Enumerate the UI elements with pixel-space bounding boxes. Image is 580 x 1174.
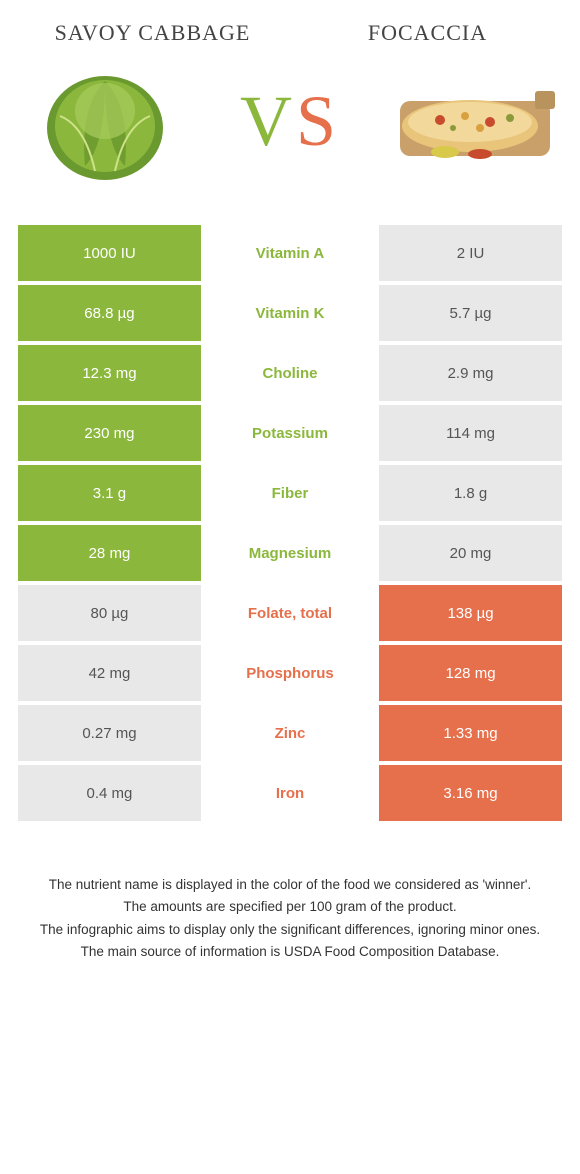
left-value: 12.3 mg [18,345,201,401]
nutrient-label: Potassium [204,405,376,461]
nutrient-table: 1000 IUVitamin A2 IU68.8 µgVitamin K5.7 … [15,221,565,825]
nutrient-label: Phosphorus [204,645,376,701]
nutrient-label: Choline [204,345,376,401]
right-value: 138 µg [379,585,562,641]
footnotes: The nutrient name is displayed in the co… [15,875,565,962]
vs-label: VS [240,80,340,163]
nutrient-label: Vitamin K [204,285,376,341]
table-row: 68.8 µgVitamin K5.7 µg [18,285,562,341]
left-value: 28 mg [18,525,201,581]
vs-s: S [296,81,340,161]
left-value: 68.8 µg [18,285,201,341]
images-row: VS [15,56,565,186]
right-food-title: Focaccia [290,20,565,46]
left-food-title: Savoy cabbage [15,20,290,46]
nutrient-label: Iron [204,765,376,821]
focaccia-icon [385,56,565,186]
footnote-line: The infographic aims to display only the… [35,920,545,940]
left-value: 80 µg [18,585,201,641]
table-row: 3.1 gFiber1.8 g [18,465,562,521]
footnote-line: The nutrient name is displayed in the co… [35,875,545,895]
cabbage-icon [15,56,195,186]
left-value: 42 mg [18,645,201,701]
right-value: 114 mg [379,405,562,461]
right-value: 3.16 mg [379,765,562,821]
table-row: 28 mgMagnesium20 mg [18,525,562,581]
right-value: 128 mg [379,645,562,701]
nutrient-label: Fiber [204,465,376,521]
nutrient-label: Folate, total [204,585,376,641]
table-row: 12.3 mgCholine2.9 mg [18,345,562,401]
left-value: 1000 IU [18,225,201,281]
table-row: 0.4 mgIron3.16 mg [18,765,562,821]
table-row: 230 mgPotassium114 mg [18,405,562,461]
header-titles: Savoy cabbage Focaccia [15,20,565,46]
right-value: 1.8 g [379,465,562,521]
right-value: 20 mg [379,525,562,581]
table-row: 0.27 mgZinc1.33 mg [18,705,562,761]
nutrient-label: Magnesium [204,525,376,581]
left-value: 3.1 g [18,465,201,521]
vs-v: V [240,81,296,161]
footnote-line: The amounts are specified per 100 gram o… [35,897,545,917]
right-value: 1.33 mg [379,705,562,761]
footnote-line: The main source of information is USDA F… [35,942,545,962]
infographic-wrapper: Savoy cabbage Focaccia VS [0,0,580,994]
right-value: 2.9 mg [379,345,562,401]
left-value: 230 mg [18,405,201,461]
nutrient-label: Vitamin A [204,225,376,281]
table-row: 1000 IUVitamin A2 IU [18,225,562,281]
nutrient-label: Zinc [204,705,376,761]
table-row: 42 mgPhosphorus128 mg [18,645,562,701]
left-value: 0.27 mg [18,705,201,761]
right-value: 2 IU [379,225,562,281]
left-value: 0.4 mg [18,765,201,821]
right-value: 5.7 µg [379,285,562,341]
table-row: 80 µgFolate, total138 µg [18,585,562,641]
